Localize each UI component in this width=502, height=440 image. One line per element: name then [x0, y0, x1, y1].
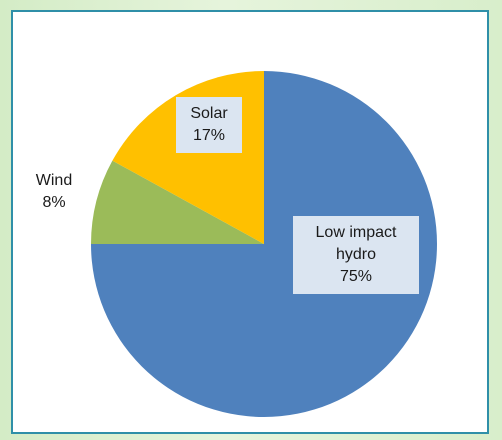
- pie-chart: Low impact hydro 75% Wind 8% Solar 17%: [36, 71, 437, 417]
- pie-label-line: 17%: [193, 127, 225, 144]
- pie-label-background: [293, 216, 419, 294]
- pie-labels: Low impact hydro 75% Wind 8% Solar 17%: [36, 97, 419, 294]
- chart-frame: Low impact hydro 75% Wind 8% Solar 17%: [11, 10, 489, 434]
- pie-label-solar: Solar 17%: [176, 97, 242, 153]
- pie-label-line: Low impact: [316, 224, 397, 241]
- pie-label-line: hydro: [336, 246, 376, 263]
- pie-label-background: [176, 97, 242, 153]
- pie-label-line: Wind: [36, 172, 72, 189]
- pie-slice-wind: [91, 160, 264, 244]
- pie-label-line: 75%: [340, 268, 372, 285]
- pie-label-line: 8%: [42, 194, 65, 211]
- pie-label-low-impact-hydro: Low impact hydro 75%: [293, 216, 419, 294]
- pie-label-wind: Wind 8%: [36, 172, 72, 211]
- pie-label-line: Solar: [190, 105, 228, 122]
